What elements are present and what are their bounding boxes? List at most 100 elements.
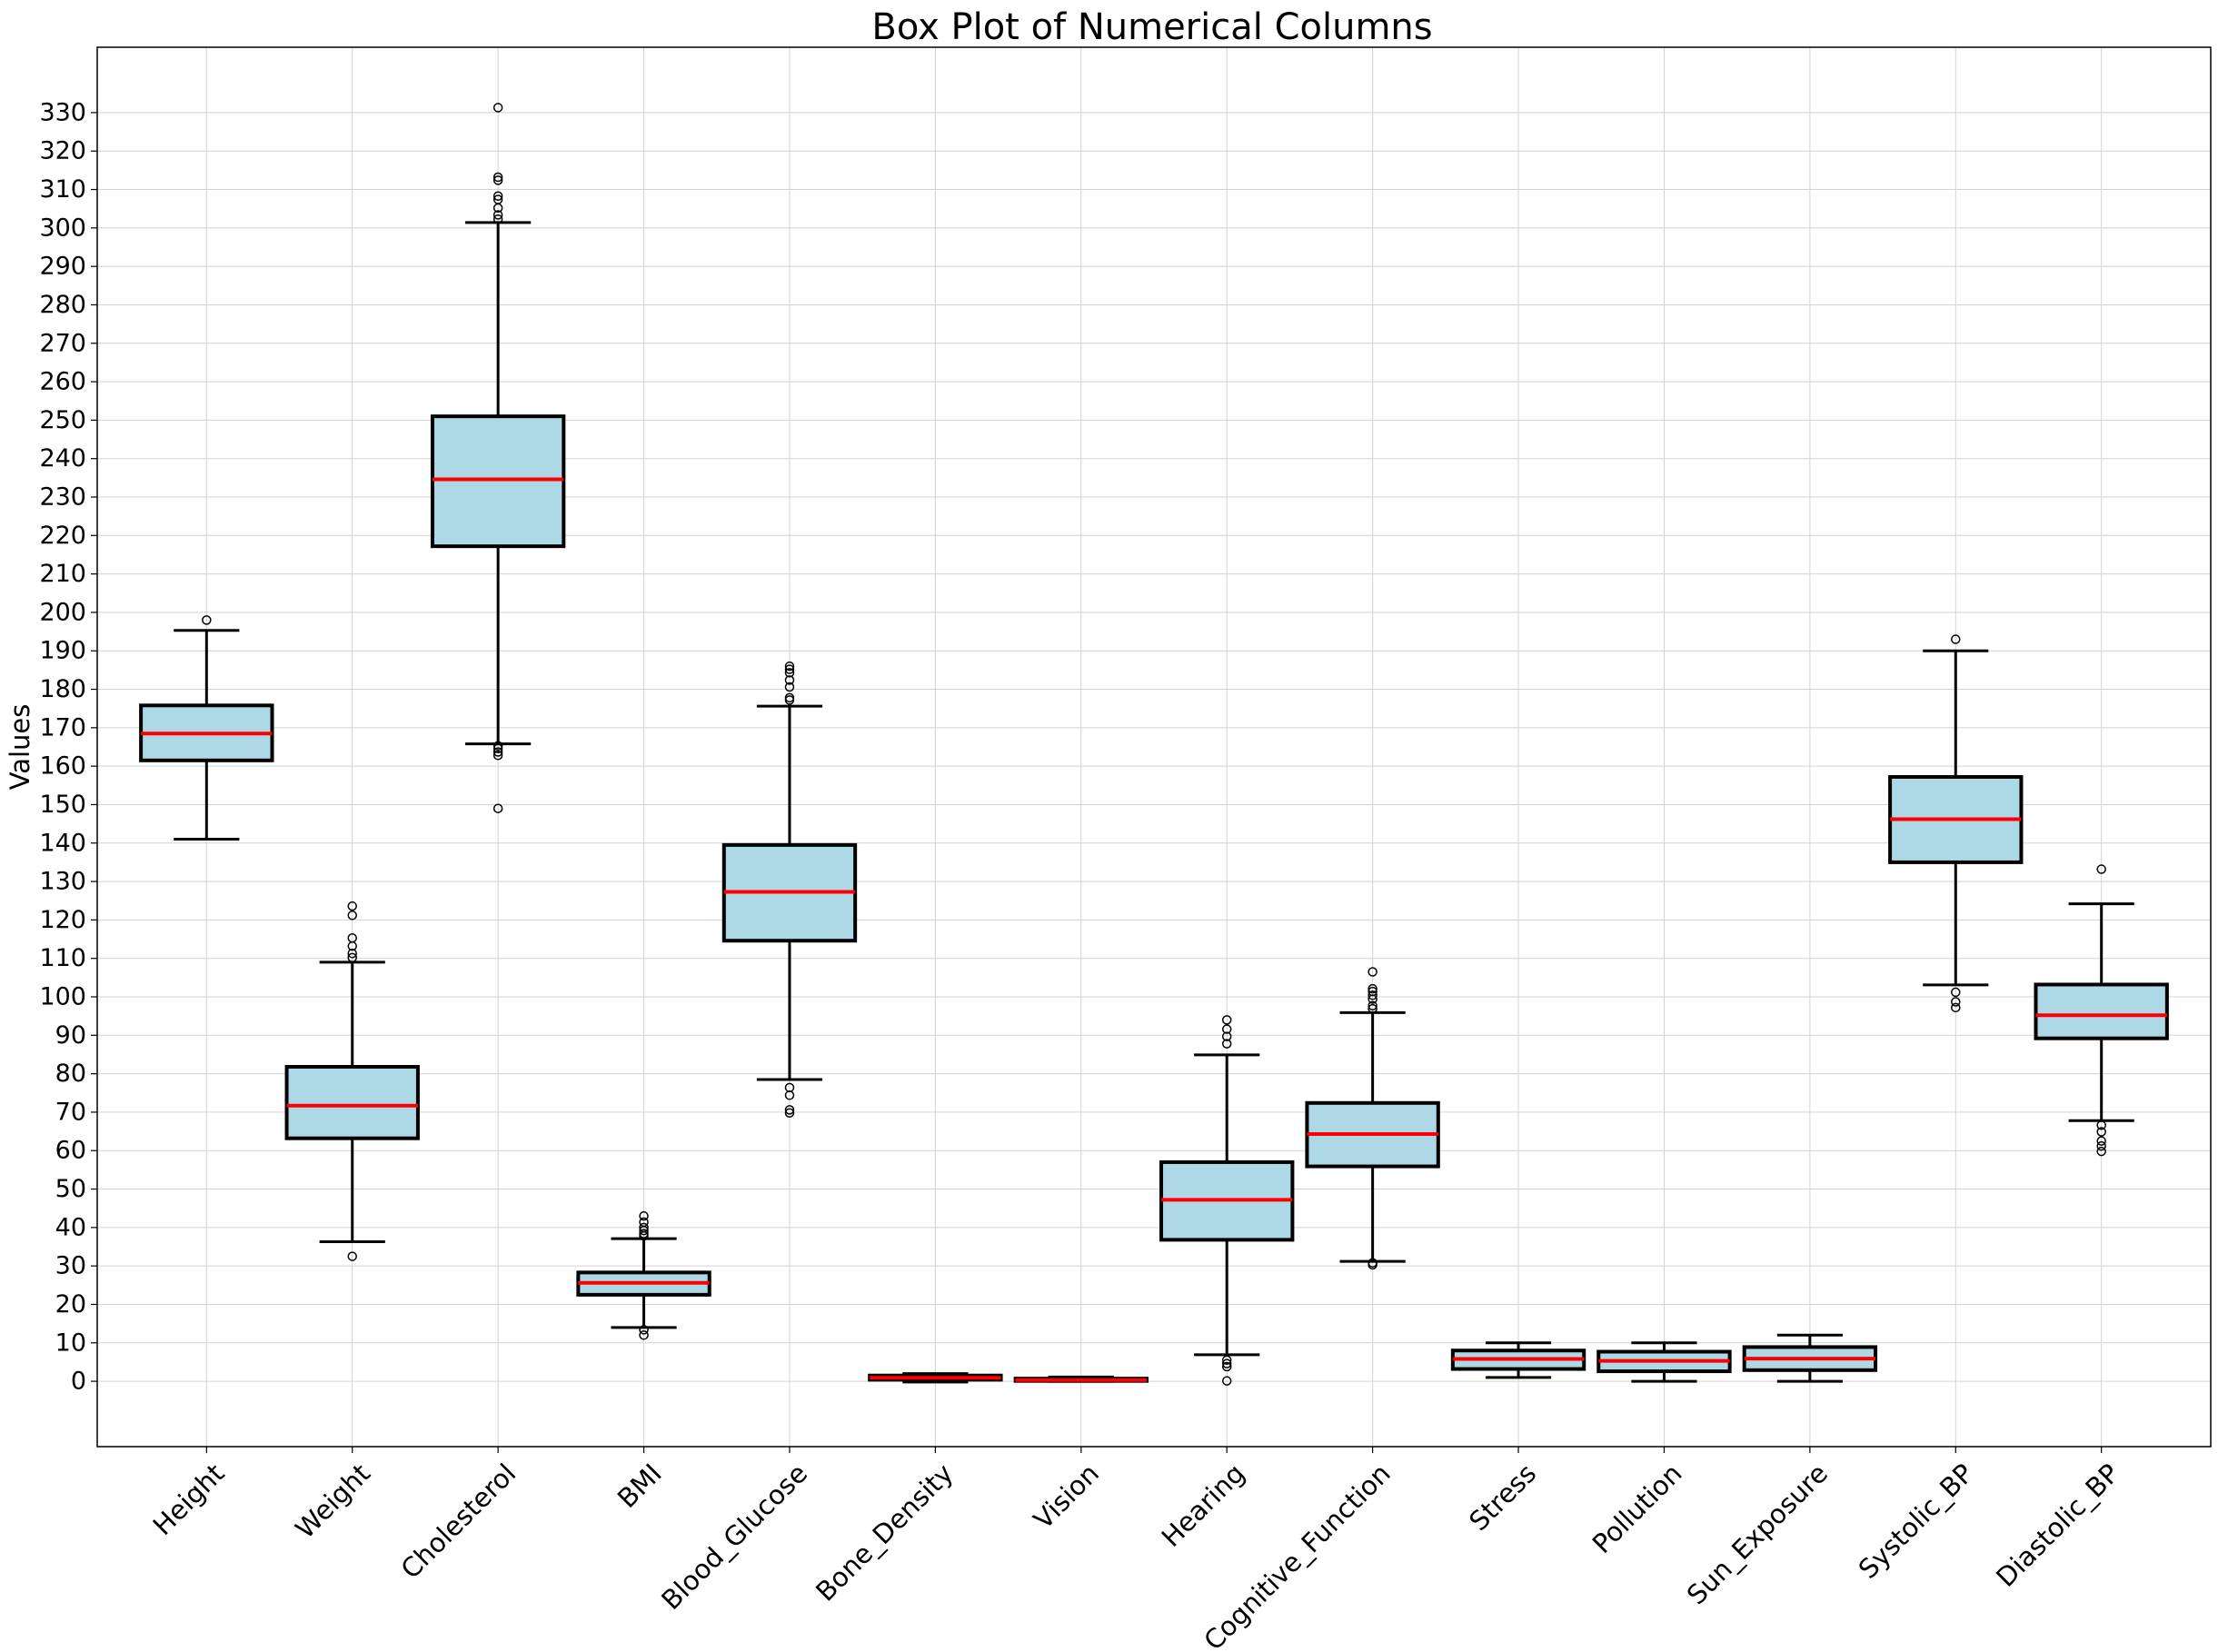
outlier-point bbox=[639, 1222, 649, 1233]
box-group-vision bbox=[1013, 1375, 1149, 1383]
outlier-point bbox=[347, 901, 357, 911]
outlier-point bbox=[2096, 1146, 2106, 1157]
box-group-pollution bbox=[1596, 1341, 1732, 1383]
outlier-point bbox=[784, 1082, 795, 1093]
outlier-point bbox=[1221, 1024, 1232, 1034]
y-tick-label: 280 bbox=[39, 291, 86, 319]
y-axis-label: Values bbox=[5, 704, 35, 791]
y-tick-label: 20 bbox=[55, 1290, 86, 1319]
y-tick-label: 150 bbox=[39, 791, 86, 819]
outlier-point bbox=[492, 741, 503, 751]
y-tick-label: 60 bbox=[55, 1137, 86, 1165]
y-tick-label: 330 bbox=[39, 98, 86, 126]
outlier-point bbox=[1221, 1376, 1232, 1386]
outlier-point bbox=[784, 664, 795, 674]
outlier-point bbox=[492, 210, 503, 220]
outlier-point bbox=[492, 103, 503, 113]
box-group-blood-glucose bbox=[721, 661, 858, 1119]
outlier-point bbox=[492, 191, 503, 201]
y-tick-label: 100 bbox=[39, 983, 86, 1011]
outlier-point bbox=[639, 1330, 649, 1340]
outlier-point bbox=[1951, 1002, 1961, 1013]
y-tick-label: 250 bbox=[39, 406, 86, 434]
box-body bbox=[430, 414, 566, 549]
outlier-point bbox=[1221, 1031, 1232, 1041]
y-tick-label: 10 bbox=[55, 1329, 86, 1357]
y-axis-ticks: 0 10 20 30 40 50 60 70 80 90 100 110 120 130 140 150 160… bbox=[39, 98, 97, 1396]
outlier-point bbox=[347, 911, 357, 921]
outlier-point bbox=[784, 692, 795, 703]
box-group-cognitive-function bbox=[1305, 967, 1440, 1270]
outlier-point bbox=[492, 175, 503, 185]
box-group-height bbox=[139, 615, 274, 841]
outlier-point bbox=[784, 1105, 795, 1115]
outlier-point bbox=[639, 1210, 649, 1221]
outlier-point bbox=[492, 172, 503, 183]
y-tick-label: 80 bbox=[55, 1060, 86, 1088]
box-series bbox=[139, 103, 2169, 1386]
box-group-hearing bbox=[1159, 1015, 1295, 1386]
outlier-point bbox=[2096, 1136, 2106, 1146]
outlier-point bbox=[492, 751, 503, 761]
outlier-point bbox=[492, 747, 503, 757]
outlier-point bbox=[1368, 967, 1378, 977]
outlier-point bbox=[347, 948, 357, 959]
outlier-point bbox=[1368, 990, 1378, 1000]
box-group-stress bbox=[1450, 1341, 1586, 1379]
outlier-point bbox=[202, 615, 212, 625]
y-tick-label: 320 bbox=[39, 137, 86, 165]
y-tick-label: 270 bbox=[39, 329, 86, 357]
y-tick-label: 260 bbox=[39, 368, 86, 396]
outlier-point bbox=[784, 675, 795, 685]
outlier-point bbox=[1368, 1000, 1378, 1010]
outlier-point bbox=[492, 214, 503, 224]
box-group-bone-density bbox=[868, 1372, 1003, 1384]
y-tick-label: 40 bbox=[55, 1213, 86, 1241]
y-tick-label: 180 bbox=[39, 675, 86, 703]
y-tick-label: 190 bbox=[39, 637, 86, 665]
y-tick-label: 90 bbox=[55, 1021, 86, 1050]
box-group-bmi bbox=[576, 1210, 711, 1340]
outlier-point bbox=[784, 668, 795, 678]
grid-lines bbox=[97, 47, 2211, 1447]
y-tick-label: 50 bbox=[55, 1175, 86, 1203]
outlier-point bbox=[1221, 1361, 1232, 1372]
box-group-diastolic-bp bbox=[2034, 864, 2169, 1157]
outlier-point bbox=[347, 952, 357, 963]
outlier-point bbox=[492, 194, 503, 204]
plot-area-frame bbox=[96, 46, 2212, 1448]
outlier-point bbox=[492, 803, 503, 813]
outlier-point bbox=[1221, 1355, 1232, 1366]
y-tick-label: 290 bbox=[39, 253, 86, 281]
outlier-point bbox=[1368, 986, 1378, 997]
y-tick-label: 230 bbox=[39, 483, 86, 512]
outlier-point bbox=[1951, 634, 1961, 644]
y-tick-label: 240 bbox=[39, 444, 86, 473]
box-body bbox=[284, 1065, 420, 1140]
outlier-point bbox=[784, 682, 795, 692]
y-tick-label: 170 bbox=[39, 713, 86, 741]
outlier-point bbox=[784, 661, 795, 672]
outlier-point bbox=[1951, 997, 1961, 1007]
outlier-point bbox=[1368, 1003, 1378, 1014]
chart-title: Box Plot of Numerical Columns bbox=[871, 6, 1432, 48]
outlier-point bbox=[347, 933, 357, 943]
y-tick-label: 120 bbox=[39, 906, 86, 934]
outlier-point bbox=[1221, 1015, 1232, 1025]
outlier-point bbox=[492, 743, 503, 753]
box-group-systolic-bp bbox=[1888, 634, 2024, 1013]
y-tick-label: 110 bbox=[39, 944, 86, 972]
y-tick-label: 160 bbox=[39, 752, 86, 781]
outlier-point bbox=[2096, 1120, 2106, 1130]
y-tick-label: 130 bbox=[39, 868, 86, 896]
outlier-point bbox=[784, 1108, 795, 1119]
y-tick-label: 140 bbox=[39, 829, 86, 857]
outlier-point bbox=[347, 1251, 357, 1261]
outlier-point bbox=[639, 1217, 649, 1228]
outlier-point bbox=[1368, 983, 1378, 994]
outlier-point bbox=[2096, 1127, 2106, 1137]
y-tick-label: 0 bbox=[71, 1368, 86, 1396]
y-tick-label: 70 bbox=[55, 1098, 86, 1126]
